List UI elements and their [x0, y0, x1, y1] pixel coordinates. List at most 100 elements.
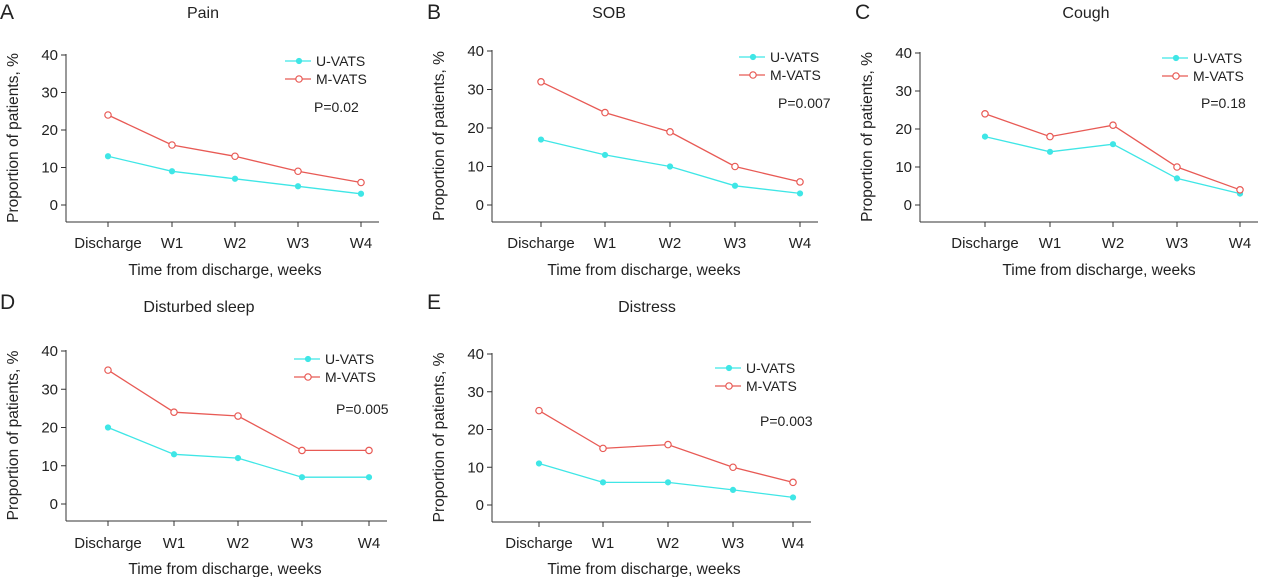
- y-tick-label: 0: [476, 497, 484, 514]
- legend: U-VATS M-VATS: [739, 49, 821, 83]
- series-u-vats: [104, 153, 365, 197]
- legend-label: U-VATS: [316, 53, 365, 69]
- y-tick-label: 0: [904, 197, 912, 214]
- data-point: [731, 162, 739, 171]
- x-tick-label: Discharge: [74, 535, 142, 552]
- y-tick-label: 0: [50, 197, 58, 214]
- y-tick-label: 20: [467, 120, 484, 137]
- x-tick-label: W2: [227, 535, 250, 552]
- x-axis-label: Time from discharge, weeks: [1002, 262, 1195, 279]
- series-m-vats: [104, 366, 373, 455]
- x-tick-label: W2: [657, 535, 680, 552]
- x-axis-label: Time from discharge, weeks: [128, 262, 321, 279]
- chart-panel-c: C Cough 0 10 20 30 40 Discharge W1 W2 W3 W4 Time fro…: [855, 1, 1258, 279]
- x-tick-label: W2: [224, 235, 247, 252]
- x-tick-label: W1: [592, 535, 615, 552]
- data-point: [789, 478, 797, 487]
- data-point: [234, 412, 242, 420]
- chart-title: Disturbed sleep: [143, 299, 254, 316]
- data-point: [294, 167, 302, 176]
- data-point: [1109, 141, 1117, 148]
- legend: U-VATS M-VATS: [1162, 50, 1244, 84]
- series-m-vats: [981, 110, 1244, 194]
- y-tick-label: 40: [467, 346, 484, 363]
- x-tick-label: W1: [161, 235, 184, 252]
- x-tick-label: W2: [659, 235, 682, 252]
- legend-label: M-VATS: [1193, 68, 1244, 84]
- data-point: [796, 178, 804, 186]
- y-tick-label: 30: [41, 381, 58, 398]
- data-point: [357, 190, 365, 197]
- x-axis-label: Time from discharge, weeks: [547, 561, 740, 577]
- panel-letter: A: [0, 1, 14, 24]
- series-line: [107, 114, 362, 184]
- data-point: [170, 451, 178, 458]
- legend-label: U-VATS: [325, 351, 374, 367]
- legend: U-VATS M-VATS: [294, 351, 376, 385]
- y-tick-label: 40: [41, 343, 58, 360]
- data-point: [234, 455, 242, 462]
- x-tick-label: W3: [287, 235, 310, 252]
- y-tick-label: 10: [41, 458, 58, 475]
- data-point: [666, 128, 674, 136]
- y-tick-label: 30: [467, 384, 484, 401]
- y-tick-label: 30: [41, 85, 58, 102]
- panel-letter: B: [427, 1, 441, 24]
- chart-title: Distress: [618, 299, 676, 316]
- x-tick-label: W1: [163, 535, 186, 552]
- panel-letter: D: [0, 291, 15, 314]
- data-point: [231, 175, 239, 182]
- y-tick-label: 20: [41, 420, 58, 437]
- legend-marker: [1172, 54, 1180, 62]
- data-point: [168, 141, 176, 149]
- p-value-annotation: P=0.003: [760, 413, 813, 429]
- x-tick-label: W4: [782, 535, 805, 552]
- series-u-vats: [981, 133, 1244, 197]
- y-tick-label: 20: [467, 422, 484, 439]
- data-point: [1236, 186, 1244, 194]
- p-value-annotation: P=0.007: [778, 95, 831, 111]
- data-point: [365, 474, 373, 481]
- legend-label: M-VATS: [316, 71, 367, 87]
- panel-letter: E: [427, 291, 441, 314]
- x-axis-label: Time from discharge, weeks: [547, 262, 740, 279]
- legend-label: U-VATS: [770, 49, 819, 65]
- legend-label: U-VATS: [1193, 50, 1242, 66]
- panel-letter: C: [855, 1, 870, 24]
- data-point: [535, 460, 543, 467]
- legend-label: U-VATS: [746, 360, 795, 376]
- data-point: [168, 168, 176, 175]
- series-u-vats: [537, 136, 804, 197]
- data-point: [664, 479, 672, 486]
- data-point: [599, 479, 607, 486]
- y-tick-label: 10: [467, 159, 484, 176]
- data-point: [231, 152, 239, 161]
- data-point: [104, 111, 112, 119]
- x-tick-label: W2: [1102, 235, 1125, 252]
- data-point: [537, 136, 545, 143]
- series-u-vats: [535, 460, 797, 501]
- p-value-annotation: P=0.18: [1201, 95, 1246, 111]
- data-point: [170, 408, 178, 417]
- x-tick-label: Discharge: [507, 235, 575, 252]
- y-tick-label: 0: [476, 197, 484, 214]
- data-point: [729, 463, 737, 472]
- x-tick-label: W3: [722, 535, 745, 552]
- x-tick-label: W4: [358, 535, 381, 552]
- data-point: [796, 190, 804, 197]
- series-m-vats: [104, 111, 365, 187]
- chart-title: SOB: [592, 5, 626, 22]
- y-axis-label: Proportion of patients, %: [431, 352, 448, 522]
- x-tick-label: Discharge: [951, 235, 1019, 252]
- legend-marker: [749, 53, 757, 61]
- data-point: [104, 424, 112, 431]
- x-tick-label: W3: [1166, 235, 1189, 252]
- y-axis-label: Proportion of patients, %: [5, 350, 22, 520]
- data-point: [666, 163, 674, 170]
- legend-marker: [295, 75, 303, 83]
- y-tick-label: 10: [895, 159, 912, 176]
- y-tick-label: 40: [467, 43, 484, 60]
- data-point: [298, 446, 306, 455]
- data-point: [535, 406, 543, 415]
- legend: U-VATS M-VATS: [715, 360, 797, 394]
